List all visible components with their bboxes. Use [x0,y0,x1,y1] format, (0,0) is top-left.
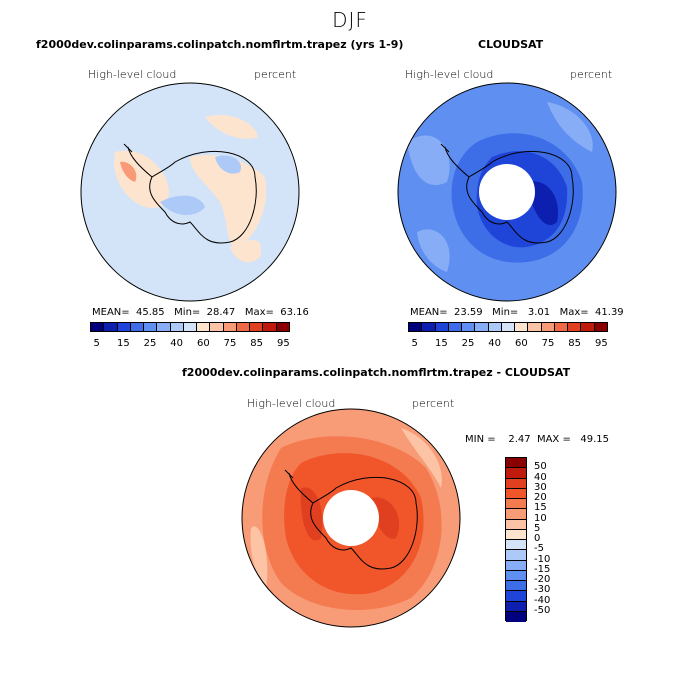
colorbar-tick-label: 0 [534,533,541,544]
model-panel-heading: f2000dev.colinparams.colinpatch.nomflrtm… [36,38,404,51]
colorbar-tick-label: 5 [93,338,100,349]
colorbar-tick-label: 75 [541,338,555,349]
colorbar-swatch [594,323,607,331]
colorbar-swatch [197,323,211,331]
obs-panel-heading: CLOUDSAT [478,38,544,51]
obs-colorbar [408,322,608,332]
colorbar-swatch [501,323,516,331]
colorbar-tick-label: 20 [534,492,547,503]
diff-colorbar [505,457,527,622]
colorbar-swatch [170,323,184,331]
colorbar-swatch [506,601,526,612]
colorbar-swatch [263,323,277,331]
colorbar-tick-label: 95 [276,338,290,349]
colorbar-swatch [541,323,555,331]
colorbar-swatch [506,468,526,479]
colorbar-swatch [435,323,449,331]
colorbar-tick-label: 30 [534,481,547,493]
colorbar-tick-label: -15 [534,563,551,575]
colorbar-tick-label: -30 [534,584,551,596]
colorbar-swatch [448,323,463,331]
colorbar-tick-label: 15 [116,338,130,349]
colorbar-swatch [506,488,526,499]
colorbar-tick-label: 60 [196,338,210,349]
colorbar-tick-label: -20 [534,574,551,585]
colorbar-swatch [515,323,529,331]
model-polar-map [80,82,300,302]
diff-units-label: percent [412,397,455,410]
colorbar-swatch [409,323,423,331]
colorbar-tick-label: 15 [434,338,448,349]
obs-variable-label: High-level cloud [405,68,494,81]
diff-colorbar-ticks: 50 40 30 20 15 10 5 0 -5 -10 -15 -20 -30 -40 -50 [534,457,574,621]
obs-stats: MEAN= 23.59 Min= 3.01 Max= 41.39 [410,307,624,318]
colorbar-tick-label: 40 [488,338,502,349]
colorbar-swatch [506,509,526,520]
colorbar-swatch [506,519,526,530]
colorbar-tick-label: 25 [461,338,475,349]
colorbar-swatch [581,323,595,331]
colorbar-tick-label: 85 [568,338,582,349]
model-stats: MEAN= 45.85 Min= 28.47 Max= 63.16 [92,307,309,318]
colorbar-swatch [506,570,526,581]
colorbar-tick-label: 10 [534,512,547,524]
colorbar-tick-label: -40 [534,594,551,606]
colorbar-swatch [210,323,224,331]
colorbar-tick-label: -50 [534,604,551,616]
colorbar-swatch [506,560,526,571]
colorbar-tick-label: 50 [534,461,547,473]
colorbar-swatch [422,323,436,331]
colorbar-swatch [568,323,582,331]
colorbar-swatch [506,458,526,469]
colorbar-swatch [506,540,526,551]
colorbar-swatch [506,591,526,602]
colorbar-tick-label: 5 [534,522,541,534]
colorbar-tick-label: 25 [143,338,157,349]
obs-polar-map [397,82,617,302]
diff-stats: MIN = 2.47 MAX = 49.15 [465,434,609,445]
colorbar-swatch [144,323,158,331]
model-variable-label: High-level cloud [88,68,177,81]
model-colorbar [90,322,290,332]
colorbar-tick-label: 15 [534,502,547,514]
colorbar-tick-label: 5 [411,338,418,349]
colorbar-swatch [506,611,526,622]
colorbar-swatch [488,323,502,331]
colorbar-swatch [506,499,526,510]
colorbar-tick-label: -5 [534,543,544,555]
obs-colorbar-ticks: 5 15 25 40 60 75 85 95 [408,336,608,350]
colorbar-tick-label: 40 [170,338,184,349]
colorbar-tick-label: 75 [223,338,237,349]
colorbar-swatch [276,323,289,331]
colorbar-swatch [506,550,526,561]
colorbar-swatch [157,323,171,331]
colorbar-swatch [117,323,131,331]
colorbar-tick-label: 85 [250,338,264,349]
colorbar-swatch [223,323,237,331]
colorbar-swatch [506,581,526,592]
colorbar-swatch [506,478,526,489]
colorbar-tick-label: -10 [534,553,551,565]
diff-panel-heading: f2000dev.colinparams.colinpatch.nomflrtm… [182,366,571,379]
obs-units-label: percent [570,68,613,81]
colorbar-swatch [554,323,569,331]
colorbar-swatch [183,323,198,331]
colorbar-tick-label: 60 [514,338,528,349]
colorbar-tick-label: 40 [534,471,547,483]
model-units-label: percent [254,68,297,81]
colorbar-tick-label: 95 [594,338,608,349]
colorbar-swatch [475,323,489,331]
figure-title: DJF [332,8,368,32]
colorbar-swatch [506,529,526,540]
colorbar-swatch [462,323,476,331]
colorbar-swatch [130,323,145,331]
colorbar-swatch [236,323,251,331]
colorbar-swatch [91,323,105,331]
diff-variable-label: High-level cloud [247,397,336,410]
colorbar-swatch [528,323,542,331]
model-colorbar-ticks: 5 15 25 40 60 75 85 95 [90,336,290,350]
colorbar-swatch [250,323,264,331]
diff-polar-map [241,408,461,628]
colorbar-swatch [104,323,118,331]
